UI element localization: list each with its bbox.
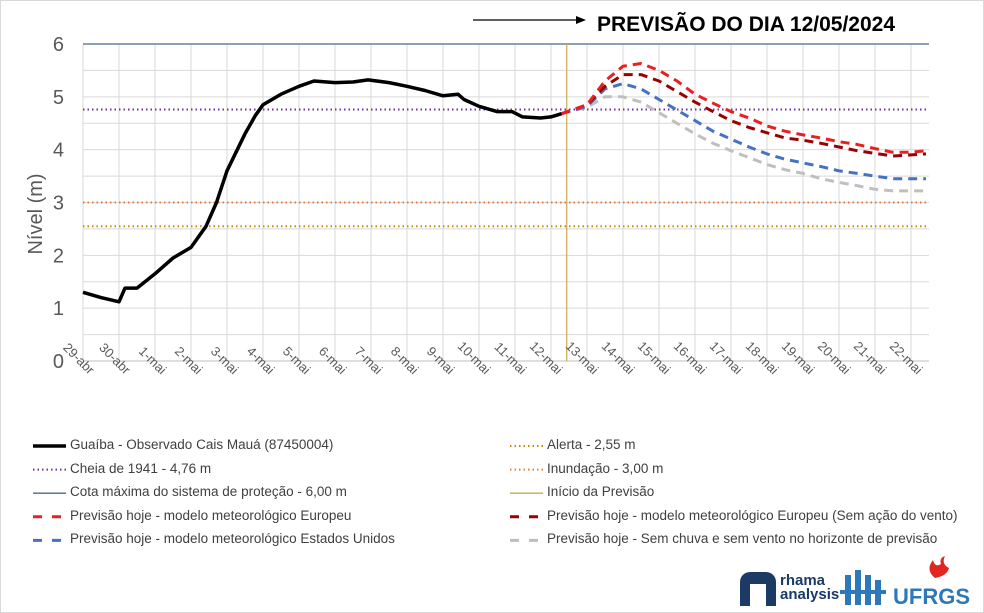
x-tick-label: 11-mai xyxy=(491,339,529,377)
series-line xyxy=(561,82,926,181)
ufrgs-logo-text: UFRGS xyxy=(893,584,970,609)
x-tick-label: 9-mai xyxy=(424,344,458,378)
x-tick-label: 2-mai xyxy=(172,344,206,378)
y-tick-label: 6 xyxy=(53,34,64,56)
series-line xyxy=(82,78,563,304)
legend-item: Início da Previsão xyxy=(547,484,655,500)
x-tick-label: 19-mai xyxy=(779,338,818,377)
x-tick-label: 29-abr xyxy=(60,340,98,378)
legend-item: Previsão hoje - Sem chuva e sem vento no… xyxy=(547,531,938,547)
y-tick-label: 1 xyxy=(53,298,64,320)
series-lines xyxy=(82,62,927,304)
legend-item: Cota máxima do sistema de proteção - 6,0… xyxy=(70,484,347,500)
x-tick-label: 21-mai xyxy=(851,338,890,377)
y-tick-labels: 0 1 2 3 4 5 6 xyxy=(53,34,64,373)
rhama-logo-text: rhama analysis xyxy=(780,572,840,603)
legend-item: Previsão hoje - modelo meteorológico Est… xyxy=(70,531,395,547)
x-tick-label: 15-mai xyxy=(635,338,674,377)
x-tick-label: 6-mai xyxy=(316,344,350,378)
legend-item: Alerta - 2,55 m xyxy=(547,437,636,452)
y-tick-label: 4 xyxy=(53,140,64,162)
x-tick-label: 1-mai xyxy=(136,344,170,378)
legend-item: Guaíba - Observado Cais Mauá (87450004) xyxy=(70,437,334,452)
x-tick-label: 8-mai xyxy=(388,344,422,378)
chart-title: PREVISÃO DO DIA 12/05/2024 xyxy=(597,13,896,36)
legend-item: Cheia de 1941 - 4,76 m xyxy=(70,460,212,476)
y-tick-label: 3 xyxy=(53,193,64,215)
legend-item: Previsão hoje - modelo meteorológico Eur… xyxy=(70,507,352,523)
ufrgs-flame-icon xyxy=(929,556,949,578)
x-tick-label: 12-mai xyxy=(527,338,566,377)
x-tick-label: 14-mai xyxy=(599,338,638,377)
x-tick-label: 17-mai xyxy=(707,338,746,377)
legend-item: Previsão hoje - modelo meteorológico Eur… xyxy=(547,507,958,523)
x-tick-label: 22-mai xyxy=(887,338,926,377)
x-tick-label: 16-mai xyxy=(671,338,710,377)
x-tick-label: 3-mai xyxy=(208,344,242,378)
y-tick-label: 0 xyxy=(53,351,64,373)
y-tick-label: 5 xyxy=(53,87,64,109)
x-tick-label: 5-mai xyxy=(280,344,314,378)
y-axis-label: Nível (m) xyxy=(25,173,47,254)
title-arrow xyxy=(473,16,586,24)
x-tick-label: 20-mai xyxy=(815,338,854,377)
series-line xyxy=(561,73,927,158)
rhama-logo xyxy=(740,572,776,606)
x-tick-label: 4-mai xyxy=(244,344,278,378)
y-tick-label: 2 xyxy=(53,245,64,267)
legend-swatches xyxy=(33,444,543,542)
legend-item: Inundação - 3,00 m xyxy=(547,460,664,476)
x-tick-label: 10-mai xyxy=(455,338,494,377)
x-tick-label: 18-mai xyxy=(743,338,782,377)
reference-lines xyxy=(83,43,929,361)
series-line xyxy=(561,62,927,154)
x-tick-label: 30-abr xyxy=(96,340,134,378)
x-tick-label: 13-mai xyxy=(563,338,602,377)
x-tick-label: 7-mai xyxy=(352,344,386,378)
iph-logo xyxy=(840,570,886,605)
